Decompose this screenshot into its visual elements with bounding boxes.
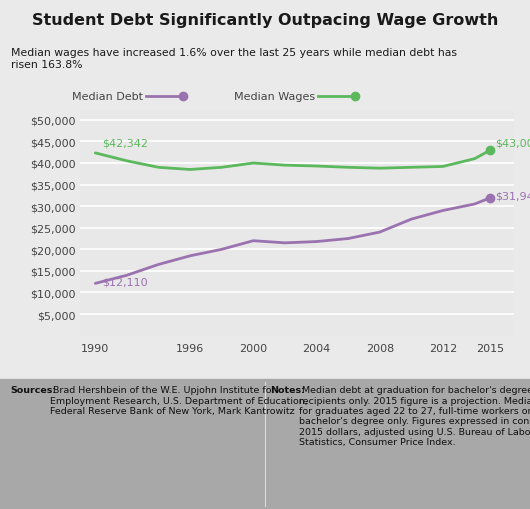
Text: Median Wages: Median Wages (234, 92, 315, 102)
Text: Brad Hershbein of the W.E. Upjohn Institute for
Employment Research, U.S. Depart: Brad Hershbein of the W.E. Upjohn Instit… (50, 385, 308, 415)
Text: Student Debt Significantly Outpacing Wage Growth: Student Debt Significantly Outpacing Wag… (32, 13, 498, 27)
Text: Notes:: Notes: (270, 385, 305, 394)
Text: $31,941: $31,941 (495, 191, 530, 202)
Text: Sources:: Sources: (11, 385, 57, 394)
Text: $42,342: $42,342 (102, 138, 148, 148)
Text: Median Debt: Median Debt (72, 92, 143, 102)
Text: $12,110: $12,110 (102, 276, 147, 287)
Text: Median debt at graduation for bachelor's degree
recipients only. 2015 figure is : Median debt at graduation for bachelor's… (299, 385, 530, 446)
Text: $43,000: $43,000 (495, 138, 530, 149)
Text: Median wages have increased 1.6% over the last 25 years while median debt has
ri: Median wages have increased 1.6% over th… (11, 48, 457, 70)
